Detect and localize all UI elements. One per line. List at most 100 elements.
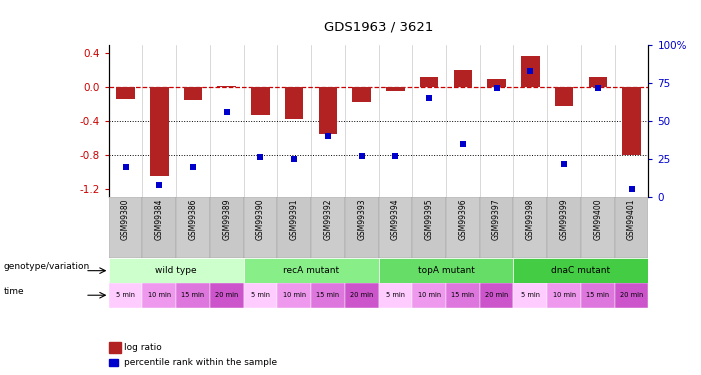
Bar [176, 197, 210, 258]
Text: dnaC mutant: dnaC mutant [552, 266, 611, 275]
Bar [589, 77, 607, 87]
Bar [514, 258, 648, 283]
Bar [217, 86, 236, 87]
Bar [615, 197, 648, 258]
Text: 5 min: 5 min [386, 292, 405, 298]
Bar [345, 197, 379, 258]
Bar [386, 87, 404, 92]
Text: 10 min: 10 min [552, 292, 576, 298]
Point [457, 141, 468, 147]
Point [356, 153, 367, 159]
Bar [547, 197, 581, 258]
Bar [554, 87, 573, 106]
Text: GSM99391: GSM99391 [290, 199, 299, 240]
Point [491, 84, 502, 90]
Bar [311, 283, 345, 308]
Bar [142, 197, 176, 258]
Point [525, 68, 536, 74]
Text: percentile rank within the sample: percentile rank within the sample [124, 358, 277, 367]
Bar [210, 283, 244, 308]
Bar [319, 87, 337, 134]
Bar [379, 258, 514, 283]
Bar [412, 197, 446, 258]
Bar [311, 197, 345, 258]
Text: GSM99395: GSM99395 [425, 199, 434, 240]
Point [154, 182, 165, 188]
Text: GSM99386: GSM99386 [189, 199, 198, 240]
Bar [142, 283, 176, 308]
Bar [150, 87, 168, 176]
Text: 10 min: 10 min [418, 292, 441, 298]
Text: GSM99384: GSM99384 [155, 199, 164, 240]
Bar [446, 283, 479, 308]
Bar [615, 283, 648, 308]
Text: GSM99380: GSM99380 [121, 199, 130, 240]
Text: 20 min: 20 min [350, 292, 374, 298]
Bar [116, 87, 135, 99]
Text: 5 min: 5 min [521, 292, 540, 298]
Text: wild type: wild type [156, 266, 197, 275]
Text: recA mutant: recA mutant [283, 266, 339, 275]
Text: 10 min: 10 min [148, 292, 171, 298]
Bar [547, 283, 581, 308]
Text: GSM99399: GSM99399 [559, 199, 569, 240]
Bar [244, 283, 278, 308]
Bar [521, 56, 540, 87]
Point [322, 133, 334, 139]
Text: GSM99397: GSM99397 [492, 199, 501, 240]
Bar [244, 197, 278, 258]
Point [390, 153, 401, 159]
Text: 20 min: 20 min [485, 292, 508, 298]
Bar [251, 87, 270, 115]
Bar [514, 197, 547, 258]
Bar [581, 283, 615, 308]
Bar [285, 87, 304, 119]
Bar [622, 87, 641, 155]
Text: GSM99389: GSM99389 [222, 199, 231, 240]
Point [120, 164, 131, 170]
Bar [514, 283, 547, 308]
Text: GSM99400: GSM99400 [593, 199, 602, 240]
Text: 15 min: 15 min [182, 292, 205, 298]
Bar [379, 283, 412, 308]
Bar [109, 283, 142, 308]
Text: GSM99401: GSM99401 [627, 199, 636, 240]
Text: GDS1963 / 3621: GDS1963 / 3621 [324, 21, 433, 34]
Text: GSM99392: GSM99392 [323, 199, 332, 240]
Point [289, 156, 300, 162]
Bar [176, 283, 210, 308]
Text: 5 min: 5 min [116, 292, 135, 298]
Text: 15 min: 15 min [586, 292, 609, 298]
Bar [487, 79, 506, 87]
Text: log ratio: log ratio [124, 343, 162, 352]
Point [221, 109, 232, 115]
Text: GSM99394: GSM99394 [391, 199, 400, 240]
Text: GSM99396: GSM99396 [458, 199, 468, 240]
Bar [184, 87, 203, 100]
Bar [446, 197, 479, 258]
Bar [345, 283, 379, 308]
Bar [412, 283, 446, 308]
Bar [353, 87, 371, 102]
Bar [278, 283, 311, 308]
Point [592, 84, 604, 90]
Text: GSM99390: GSM99390 [256, 199, 265, 240]
Bar [109, 258, 244, 283]
Bar [244, 258, 379, 283]
Text: 5 min: 5 min [251, 292, 270, 298]
Text: 15 min: 15 min [316, 292, 339, 298]
Point [626, 186, 637, 192]
Text: GSM99398: GSM99398 [526, 199, 535, 240]
Text: genotype/variation: genotype/variation [4, 262, 90, 272]
Text: GSM99393: GSM99393 [358, 199, 366, 240]
Bar [379, 197, 412, 258]
Bar [581, 197, 615, 258]
Text: topA mutant: topA mutant [418, 266, 475, 275]
Text: time: time [4, 287, 24, 296]
Point [423, 95, 435, 101]
Point [559, 160, 570, 166]
Bar [420, 77, 438, 87]
Bar [454, 70, 472, 87]
Text: 20 min: 20 min [620, 292, 644, 298]
Text: 20 min: 20 min [215, 292, 238, 298]
